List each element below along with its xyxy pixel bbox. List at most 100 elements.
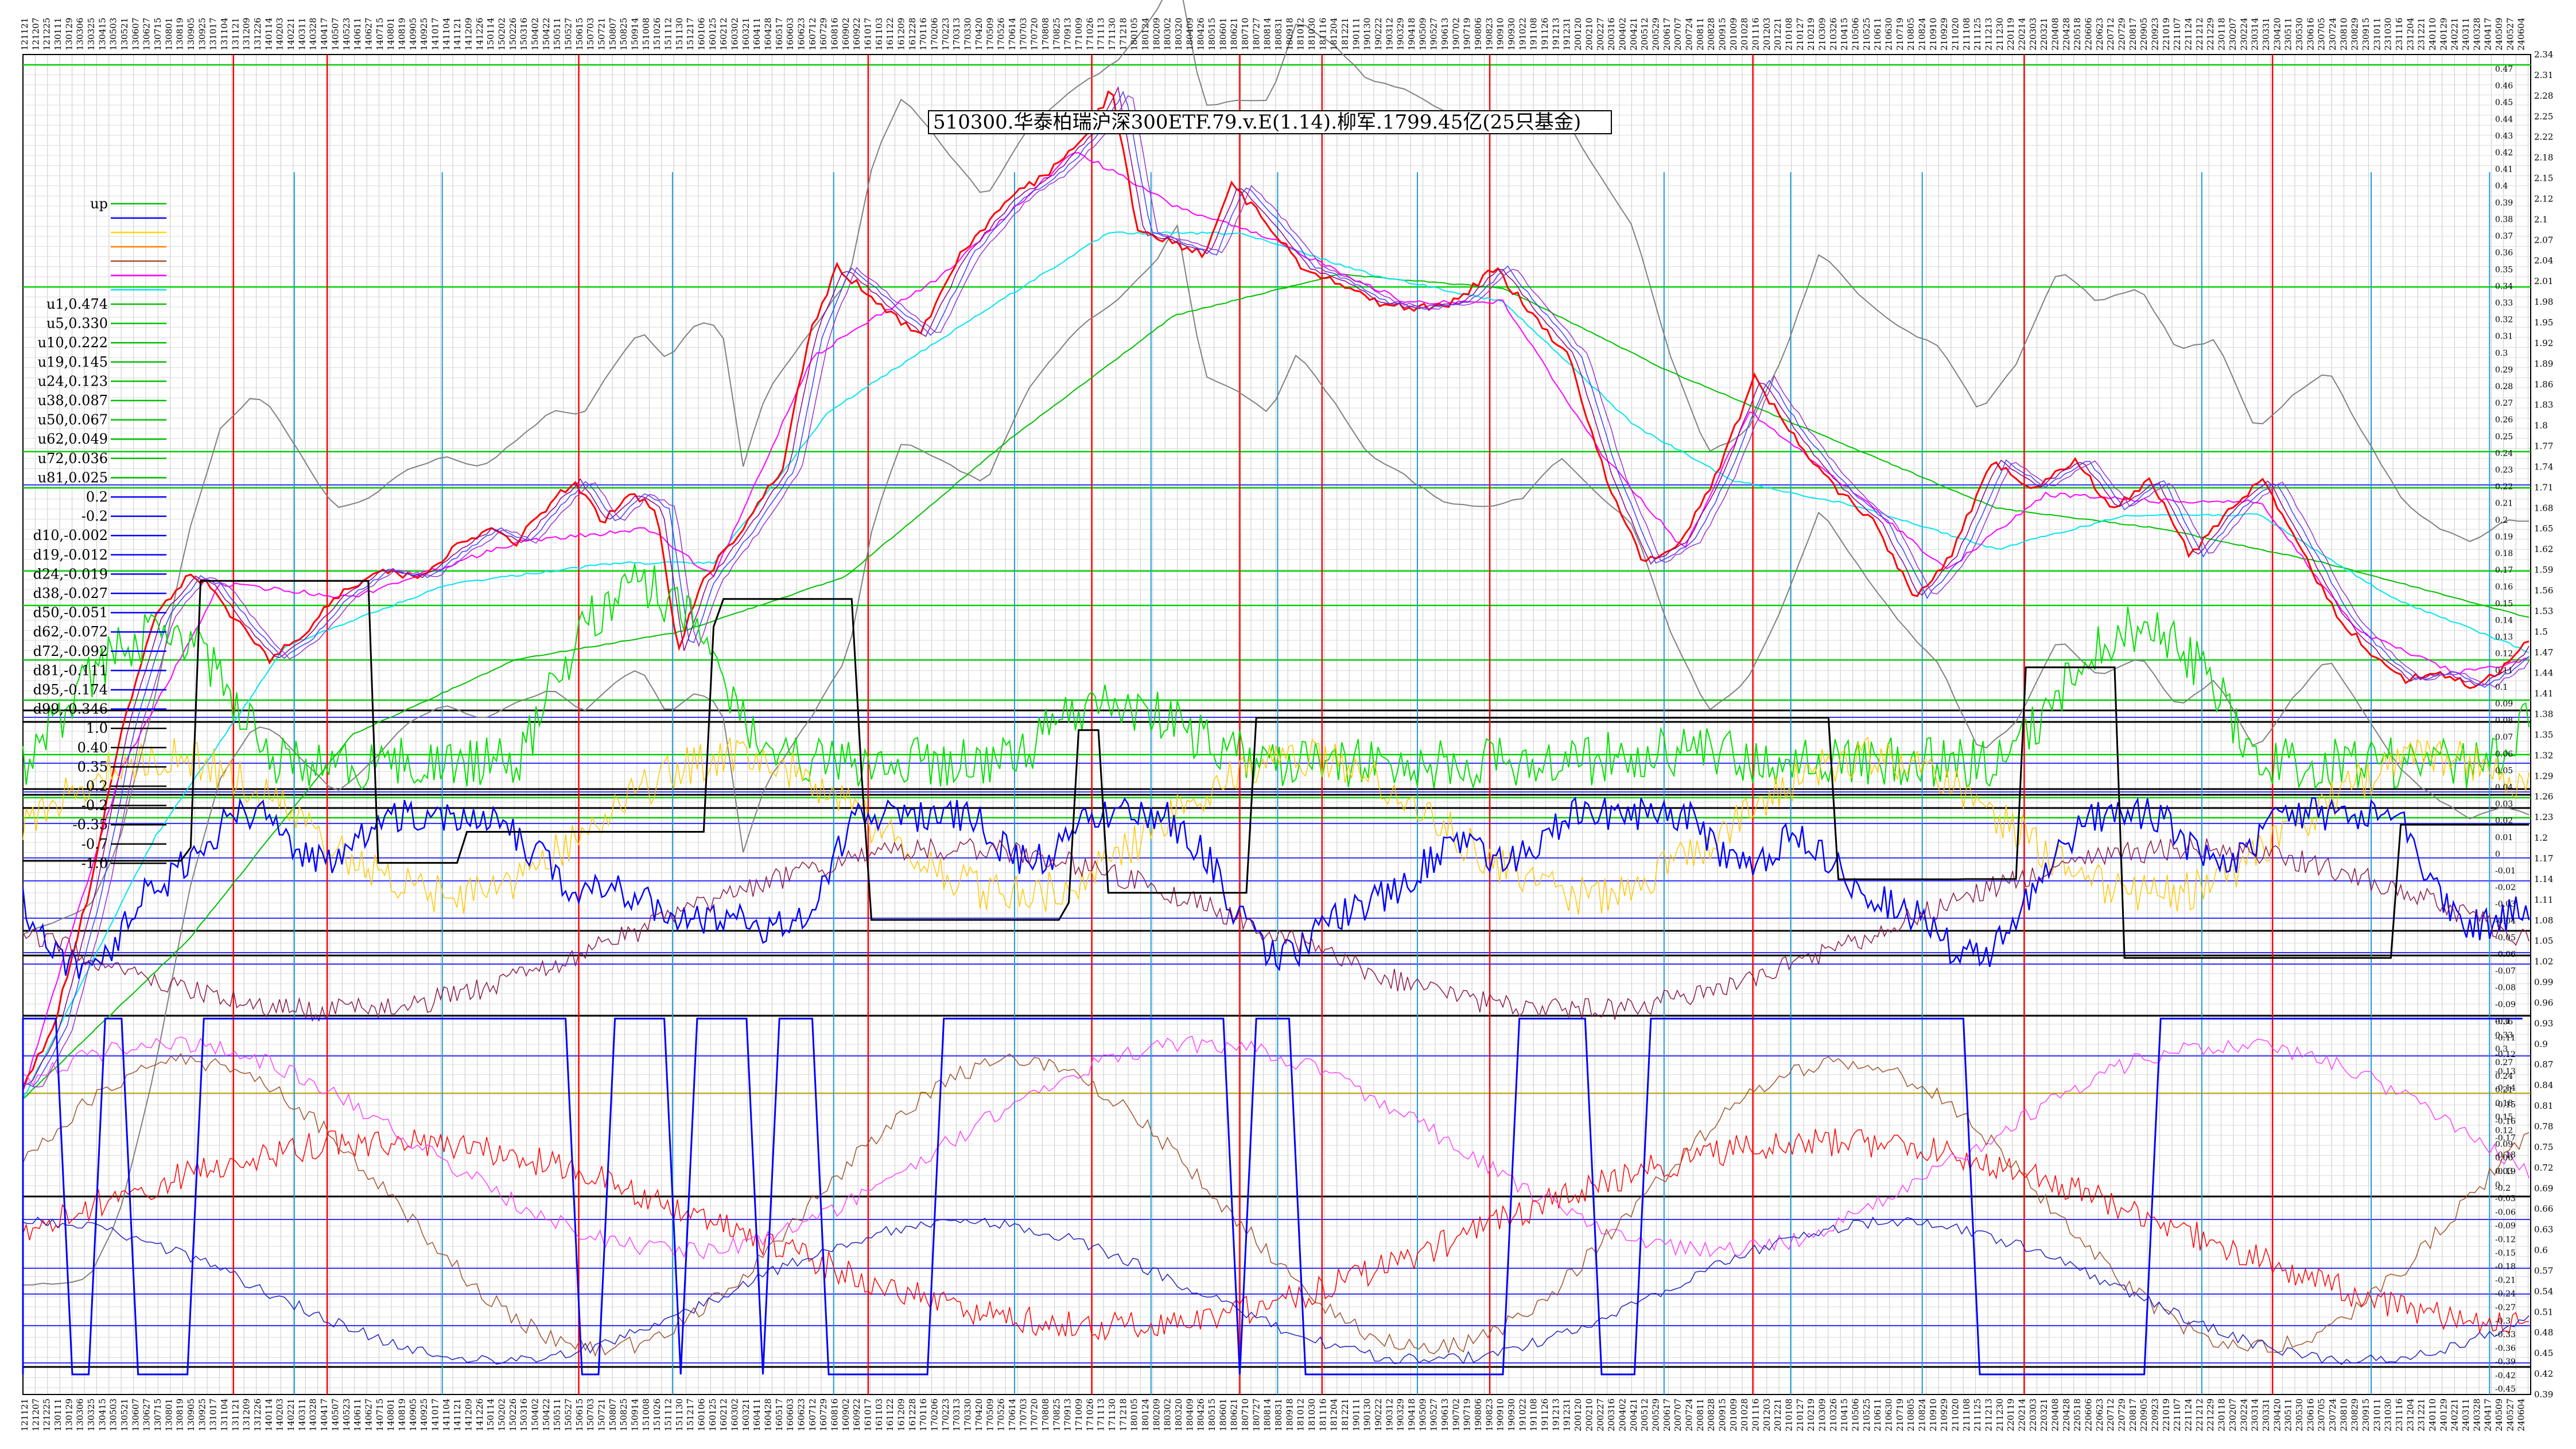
x-tick-label: 240509	[2494, 1399, 2504, 1431]
x-tick-label: 131017	[208, 1399, 219, 1431]
x-tick-label: 190130	[1362, 1399, 1373, 1431]
x-tick-label: 140905	[408, 18, 418, 50]
x-tick-label: 190418	[1406, 18, 1417, 50]
y-tick-label-oscillator: 0.23	[2495, 466, 2513, 475]
x-tick-label: 190702	[1451, 1399, 1461, 1431]
x-tick-label: 171218	[1118, 18, 1128, 50]
y-tick-label-price: 1.92	[2534, 338, 2553, 348]
x-tick-label: 170913	[1063, 1399, 1073, 1431]
x-tick-label: 230511	[2283, 1399, 2294, 1431]
x-tick-label: 210219	[1806, 18, 1816, 50]
square-wave-blue	[22, 1017, 2523, 1376]
x-tick-label: 131104	[219, 18, 230, 50]
price-series-line	[22, 273, 2530, 1100]
x-tick-label: 151130	[674, 1399, 685, 1431]
y-tick-label-oscillator: -0.07	[2495, 967, 2516, 976]
x-tick-label: 240417	[2483, 1399, 2493, 1431]
x-tick-label: 210127	[1795, 18, 1805, 50]
x-tick-label: 230810	[2338, 1399, 2349, 1431]
x-tick-label: 231221	[2416, 1399, 2427, 1431]
x-tick-label: 170313	[951, 18, 962, 50]
y-tick-label-price: 0.6	[2534, 1245, 2548, 1256]
x-tick-label: 130925	[197, 1399, 207, 1431]
x-tick-label: 161122	[885, 1399, 895, 1431]
x-tick-label: 171113	[1096, 1399, 1106, 1431]
x-tick-label: 150511	[552, 1399, 562, 1431]
x-tick-label: 210326	[1828, 18, 1839, 50]
y-tick-label-oscillator: 0	[2495, 850, 2500, 859]
x-tick-label: 151112	[663, 18, 674, 50]
x-tick-label: 130503	[108, 1399, 119, 1431]
y-tick-label-lower: -0.39	[2495, 1358, 2516, 1367]
x-tick-label: 230207	[2228, 1399, 2238, 1431]
x-tick-label: 170420	[974, 1399, 984, 1431]
y-tick-label-price: 1.5	[2534, 627, 2548, 637]
x-tick-label: 140819	[397, 1399, 407, 1431]
x-tick-label: 131209	[242, 1399, 252, 1431]
x-tick-label: 140905	[408, 1399, 418, 1431]
x-tick-label: 140221	[286, 1399, 296, 1431]
price-series	[22, 86, 2530, 1100]
x-tick-label: 170526	[996, 18, 1007, 50]
x-tick-label: 151008	[641, 1399, 651, 1431]
x-tick-label: 211020	[1951, 18, 1961, 50]
x-tick-label: 150615	[574, 18, 585, 50]
x-tick-label: 180409	[1184, 1399, 1195, 1431]
x-tick-label: 240311	[2461, 18, 2471, 50]
y-tick-label-price: 0.99	[2534, 977, 2553, 988]
x-tick-label: 131121	[230, 1399, 240, 1431]
x-tick-label: 170116	[918, 1399, 928, 1431]
legend-label: u81,0.025	[38, 469, 108, 485]
y-tick-label-oscillator: 0.34	[2495, 282, 2513, 291]
x-tick-label: 161228	[907, 1399, 918, 1431]
plot-border	[22, 54, 2531, 1395]
x-tick-label: 140801	[386, 18, 396, 50]
x-tick-label: 170808	[1040, 1399, 1051, 1431]
x-tick-label: 150422	[541, 18, 551, 50]
y-tick-label-lower: 0.12	[2495, 1126, 2513, 1136]
x-tick-label: 201221	[1773, 18, 1783, 50]
y-tick-label-price: 0.72	[2534, 1163, 2553, 1173]
x-tick-label: 161017	[863, 18, 873, 50]
x-tick-label: 210309	[1817, 18, 1828, 50]
x-tick-label: 140611	[352, 18, 363, 50]
x-tick-label: 210219	[1806, 1399, 1816, 1431]
y-tick-label-oscillator: -0.12	[2495, 1050, 2516, 1059]
x-tick-label: 130715	[153, 18, 163, 50]
x-tick-label: 170526	[996, 1399, 1007, 1431]
legend-label: -1.0	[81, 855, 108, 871]
x-tick-label: 130801	[164, 1399, 174, 1431]
x-tick-label: 140417	[319, 1399, 329, 1431]
y-tick-label-oscillator: -0.05	[2495, 933, 2516, 942]
x-tick-label: 240527	[2505, 18, 2515, 50]
x-tick-label: 230616	[2305, 1399, 2315, 1431]
x-tick-label: 131104	[219, 1399, 230, 1431]
legend: up u1,0.474 u5,0.330 u10,0.222 u19,0.145 u24,…	[33, 196, 166, 871]
y-tick-label-oscillator: 0.28	[2495, 382, 2513, 391]
y-tick-label-oscillator: 0.42	[2495, 149, 2513, 158]
x-tick-label: 180710	[1240, 1399, 1250, 1431]
x-tick-label: 221019	[2161, 18, 2171, 50]
x-tick-label: 170116	[918, 18, 928, 50]
x-tick-label: 140627	[363, 18, 374, 50]
y-tick-label-oscillator: 0.45	[2495, 98, 2513, 107]
x-tick-label: 151026	[652, 18, 662, 50]
x-tick-label: 150825	[619, 1399, 629, 1431]
y-tick-label-lower: 0	[2495, 1180, 2500, 1190]
y-tick-label-oscillator: -0.18	[2495, 1151, 2516, 1160]
x-tick-label: 121207	[30, 1399, 41, 1431]
x-tick-label: 200707	[1673, 1399, 1683, 1431]
y-tick-label-price: 1.14	[2534, 874, 2553, 884]
x-tick-label: 160125	[708, 18, 718, 50]
x-tick-label: 211125	[1972, 1399, 1983, 1431]
x-tick-label: 220518	[2072, 18, 2082, 50]
y-tick-label-lower: -0.06	[2495, 1208, 2516, 1217]
y-tick-label-oscillator: -0.17	[2495, 1134, 2516, 1143]
y-tick-label-oscillator: 0.02	[2495, 817, 2513, 826]
x-tick-label: 171130	[1107, 18, 1117, 50]
x-tick-label: 240221	[2450, 1399, 2460, 1431]
x-tick-label: 230616	[2305, 18, 2315, 50]
y-tick-label-oscillator: 0.47	[2495, 65, 2513, 74]
x-tick-label: 170206	[930, 18, 940, 50]
x-tick-label: 171009	[1074, 1399, 1084, 1431]
